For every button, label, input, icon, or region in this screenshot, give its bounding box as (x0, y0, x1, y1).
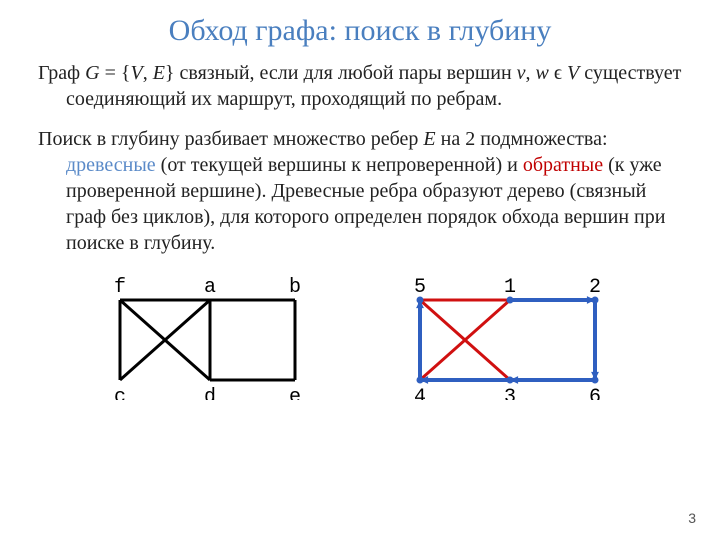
node-label: 3 (504, 386, 516, 400)
tree-edge (510, 296, 595, 304)
text: = { (100, 62, 131, 84)
node-label: f (114, 276, 126, 299)
text: Поиск в глубину разбивает множество ребе… (38, 128, 423, 150)
node-label: b (289, 276, 301, 299)
node-label: e (289, 386, 301, 400)
math-v: v (517, 62, 526, 84)
back-word: обратные (523, 154, 603, 176)
right-graph: 1 2 3 4 5 6 (395, 270, 625, 400)
node-label: 4 (414, 386, 426, 400)
tree-edge (510, 376, 595, 384)
text: на 2 подмножества: (436, 128, 608, 150)
math-E: E (153, 62, 165, 84)
text: ϵ (549, 62, 567, 84)
math-G: G (85, 62, 99, 84)
tree-word: древесные (66, 154, 156, 176)
text: (от текущей вершины к непроверенной) и (156, 154, 523, 176)
page-number: 3 (688, 510, 696, 526)
node-label: 6 (589, 386, 601, 400)
math-w: w (536, 62, 549, 84)
math-V2: V (567, 62, 579, 84)
node-label: a (204, 276, 216, 299)
node-label: 2 (589, 276, 601, 299)
text: , (526, 62, 536, 84)
slide-title: Обход графа: поиск в глубину (38, 14, 682, 48)
paragraph-2: Поиск в глубину разбивает множество ребе… (38, 126, 682, 256)
paragraph-1: Граф G = {V, E} связный, если для любой … (38, 60, 682, 112)
diagrams-row: f a b c d e 1 2 3 4 5 6 (38, 270, 682, 400)
text: } связный, если для любой пары вершин (165, 62, 517, 84)
text: , (143, 62, 153, 84)
tree-edge (591, 300, 599, 380)
node-label: 5 (414, 276, 426, 299)
node-dot (507, 377, 514, 384)
node-dot (417, 377, 424, 384)
tree-edge (416, 300, 424, 380)
left-graph: f a b c d e (95, 270, 325, 400)
text: Граф (38, 62, 85, 84)
node-label: d (204, 386, 216, 400)
node-dot (592, 377, 599, 384)
node-label: 1 (504, 276, 516, 299)
math-E2: E (423, 128, 435, 150)
tree-edge (420, 376, 510, 384)
slide: Обход графа: поиск в глубину Граф G = {V… (0, 0, 720, 540)
node-label: c (114, 386, 126, 400)
math-V: V (130, 62, 142, 84)
